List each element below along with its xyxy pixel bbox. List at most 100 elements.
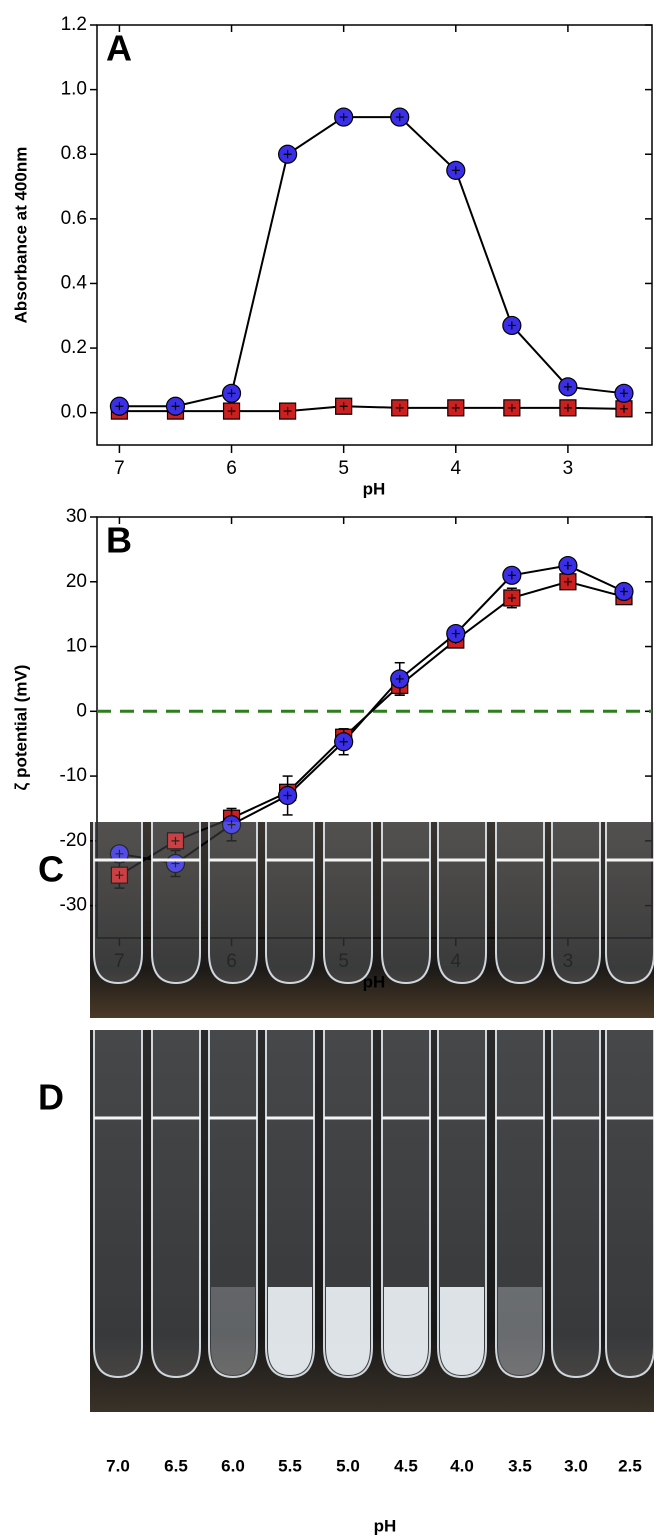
tube — [551, 822, 601, 985]
point-cross — [395, 403, 404, 412]
tube — [381, 822, 431, 985]
point-cross — [563, 382, 572, 391]
tube — [151, 1030, 201, 1379]
point-cross — [115, 871, 124, 880]
series-line — [119, 116, 625, 408]
y-tick-label: -20 — [60, 830, 87, 851]
y-tick-label: 1.0 — [61, 79, 87, 100]
point-cross — [283, 791, 292, 800]
y-tick-label: 0.6 — [61, 208, 87, 229]
y-tick-label: 0.4 — [61, 272, 88, 293]
x-tick-label: 5 — [338, 951, 349, 972]
panel-label: A — [106, 28, 132, 69]
tube-ph-label: 2.5 — [618, 1456, 642, 1475]
x-tick-label: 5 — [338, 458, 349, 479]
point-cross — [283, 150, 292, 159]
y-tick-label: 1.2 — [61, 14, 87, 35]
x-tick-label: 7 — [114, 951, 125, 972]
point-cross — [227, 820, 236, 829]
tube — [93, 1030, 143, 1379]
y-tick-label: 20 — [66, 571, 87, 592]
plot-frame — [96, 516, 653, 939]
tube-ph-label: 7.0 — [106, 1456, 130, 1475]
tube-ph-label: 4.0 — [450, 1456, 474, 1475]
x-tick-label: 4 — [450, 951, 461, 972]
x-tick-label: 3 — [563, 458, 574, 479]
tube — [605, 822, 654, 985]
point-cross — [171, 402, 180, 411]
x-axis-label: pH — [363, 972, 386, 991]
plot-frame — [96, 24, 653, 446]
point-cross — [395, 113, 404, 122]
point-cross — [507, 403, 516, 412]
point-cross — [451, 403, 460, 412]
tube-ph-label: 6.0 — [221, 1456, 245, 1475]
point-cross — [115, 402, 124, 411]
point-cross — [171, 836, 180, 845]
x-tick-label: 4 — [450, 458, 461, 479]
tube-ph-label: 3.0 — [564, 1456, 588, 1475]
y-tick-label: 0.8 — [61, 143, 87, 164]
point-cross — [507, 593, 516, 602]
precipitate — [211, 1287, 255, 1375]
tube — [495, 822, 545, 985]
point-cross — [339, 402, 348, 411]
y-tick-label: 0 — [76, 700, 87, 721]
point-cross — [227, 407, 236, 416]
x-tick-label: 6 — [226, 951, 237, 972]
precipitate — [326, 1287, 370, 1375]
y-tick-label: 0.2 — [61, 337, 87, 358]
point-cross — [227, 389, 236, 398]
tube — [605, 1030, 654, 1379]
y-axis-label: ζ potential (mV) — [11, 665, 30, 791]
point-cross — [619, 389, 628, 398]
precipitate — [268, 1287, 312, 1375]
tube — [93, 822, 143, 985]
y-tick-label: 0.0 — [61, 402, 87, 423]
y-tick-label: -30 — [60, 895, 87, 916]
y-axis-label: Absorbance at 400nm — [11, 147, 30, 324]
series-line — [119, 405, 624, 413]
tube — [151, 822, 201, 985]
tube-ph-label: 5.0 — [336, 1456, 360, 1475]
tube — [551, 1030, 601, 1379]
point-cross — [563, 561, 572, 570]
point-cross — [339, 737, 348, 746]
point-cross — [451, 166, 460, 175]
panel-label: D — [38, 1077, 64, 1118]
x-tick-label: 3 — [563, 951, 574, 972]
point-cross — [563, 403, 572, 412]
tube-ph-label: 5.5 — [278, 1456, 302, 1475]
tube-ph-label: 6.5 — [164, 1456, 188, 1475]
point-cross — [115, 849, 124, 858]
tube — [265, 822, 315, 985]
precipitate — [384, 1287, 428, 1375]
y-tick-label: 30 — [66, 506, 87, 527]
precipitate — [498, 1287, 542, 1375]
y-tick-label: -10 — [60, 765, 87, 786]
point-cross — [451, 629, 460, 638]
point-cross — [507, 321, 516, 330]
x-tick-label: 7 — [114, 458, 125, 479]
point-cross — [619, 404, 628, 413]
point-cross — [619, 587, 628, 596]
point-cross — [563, 577, 572, 586]
x-axis-label: pH — [363, 479, 386, 498]
panel-label: B — [106, 520, 132, 561]
point-cross — [395, 674, 404, 683]
x-axis-label: pH — [374, 1516, 397, 1535]
tube — [323, 822, 373, 985]
panel-label: C — [38, 849, 64, 890]
point-cross — [339, 113, 348, 122]
x-tick-label: 6 — [226, 458, 237, 479]
tube-ph-label: 3.5 — [508, 1456, 532, 1475]
point-cross — [507, 571, 516, 580]
tube — [437, 822, 487, 985]
tube-ph-label: 4.5 — [394, 1456, 418, 1475]
y-tick-label: 10 — [66, 636, 87, 657]
tube — [208, 822, 258, 985]
series-line — [119, 564, 625, 865]
precipitate — [440, 1287, 484, 1375]
point-cross — [283, 407, 292, 416]
